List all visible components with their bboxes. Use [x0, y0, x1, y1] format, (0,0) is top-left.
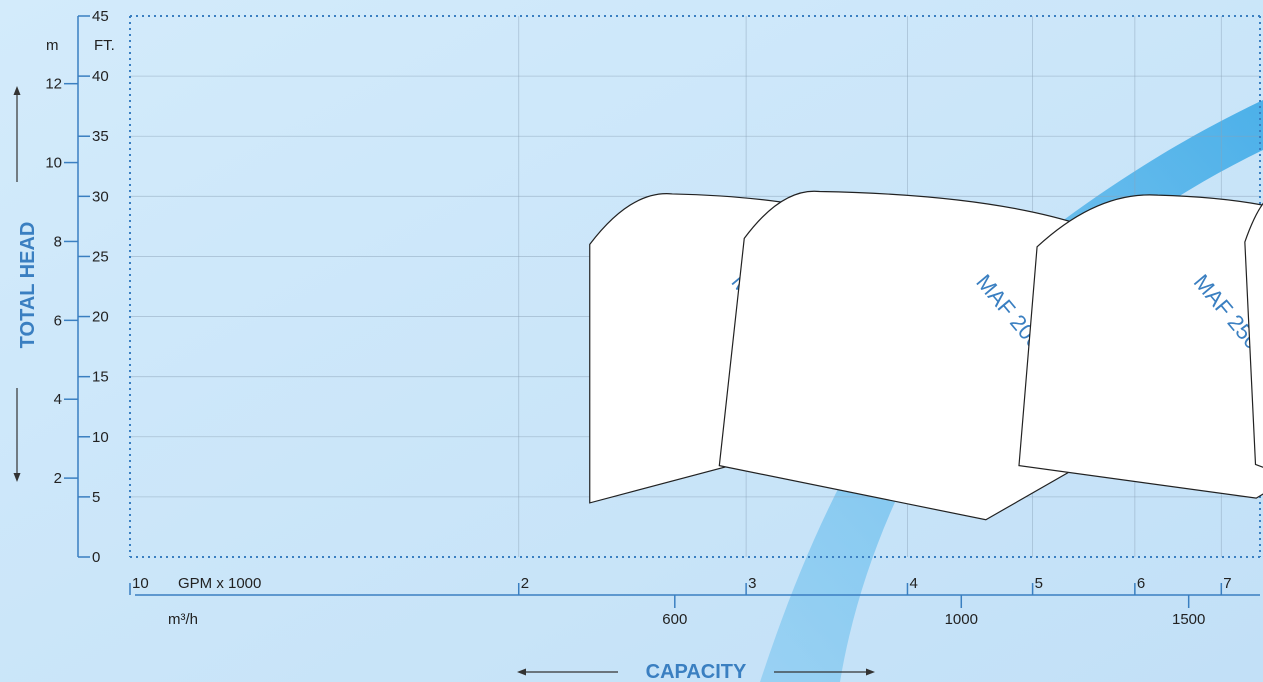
m-tick-label: 12: [45, 76, 62, 93]
ft-tick-label: 0: [92, 549, 100, 566]
gpm-tick-label: 10: [132, 575, 149, 592]
x-axis-title: CAPACITY: [646, 661, 747, 682]
y-axis-title: TOTAL HEAD: [17, 222, 39, 349]
axis-titles: TOTAL HEAD CAPACITY: [13, 86, 875, 682]
gpm-tick-label: 5: [1035, 575, 1043, 592]
pump-curve-maf-250: MAF 250: [1018, 194, 1263, 499]
ft-tick-label: 45: [92, 8, 109, 25]
x-title-arrowhead-right: [866, 668, 875, 676]
gpm-tick-label: 3: [748, 575, 756, 592]
x-title-arrowhead-left: [517, 668, 526, 676]
y-axis: 0 5 10 15 20 25 30 35 40 45 2 4 6 8 10 12 m FT.: [45, 8, 115, 566]
m-tick-label: 8: [54, 233, 62, 250]
ft-tick-label: 35: [92, 128, 109, 145]
m3h-tick-label: 1500: [1172, 611, 1205, 628]
m-tick-label: 4: [54, 391, 62, 408]
gpm-tick-label: 4: [909, 575, 917, 592]
y-title-arrowhead-up: [13, 86, 21, 95]
ft-tick-label: 10: [92, 429, 109, 446]
y-unit-m: m: [46, 37, 59, 54]
ft-tick-label: 15: [92, 369, 109, 386]
decorative-swoosh: [760, 100, 1263, 682]
ft-tick-label: 5: [92, 489, 100, 506]
m-tick-label: 6: [54, 312, 62, 329]
ft-tick-label: 40: [92, 68, 109, 85]
ft-tick-label: 30: [92, 188, 109, 205]
m3h-tick-label: 1000: [945, 611, 978, 628]
ft-tick-label: 20: [92, 309, 109, 326]
y-title-arrowhead-down: [13, 473, 21, 482]
m-tick-label: 10: [45, 155, 62, 172]
pump-curve-maf-300: MAF 300: [1244, 202, 1263, 468]
gpm-tick-label: 2: [521, 575, 529, 592]
m-tick-label: 2: [54, 470, 62, 487]
m3h-tick-label: 600: [662, 611, 687, 628]
x-axis: 102345678910203040506070GPM x 1000600100…: [129, 575, 1260, 628]
ft-tick-label: 25: [92, 248, 109, 265]
curve-area: [1244, 202, 1263, 468]
y-unit-ft: FT.: [94, 37, 115, 54]
x-unit-gpm: GPM x 1000: [178, 575, 261, 592]
x-unit-m3h: m³/h: [168, 611, 198, 628]
curve-area: [1018, 194, 1263, 499]
gpm-tick-label: 7: [1223, 575, 1231, 592]
gpm-tick-label: 6: [1137, 575, 1145, 592]
